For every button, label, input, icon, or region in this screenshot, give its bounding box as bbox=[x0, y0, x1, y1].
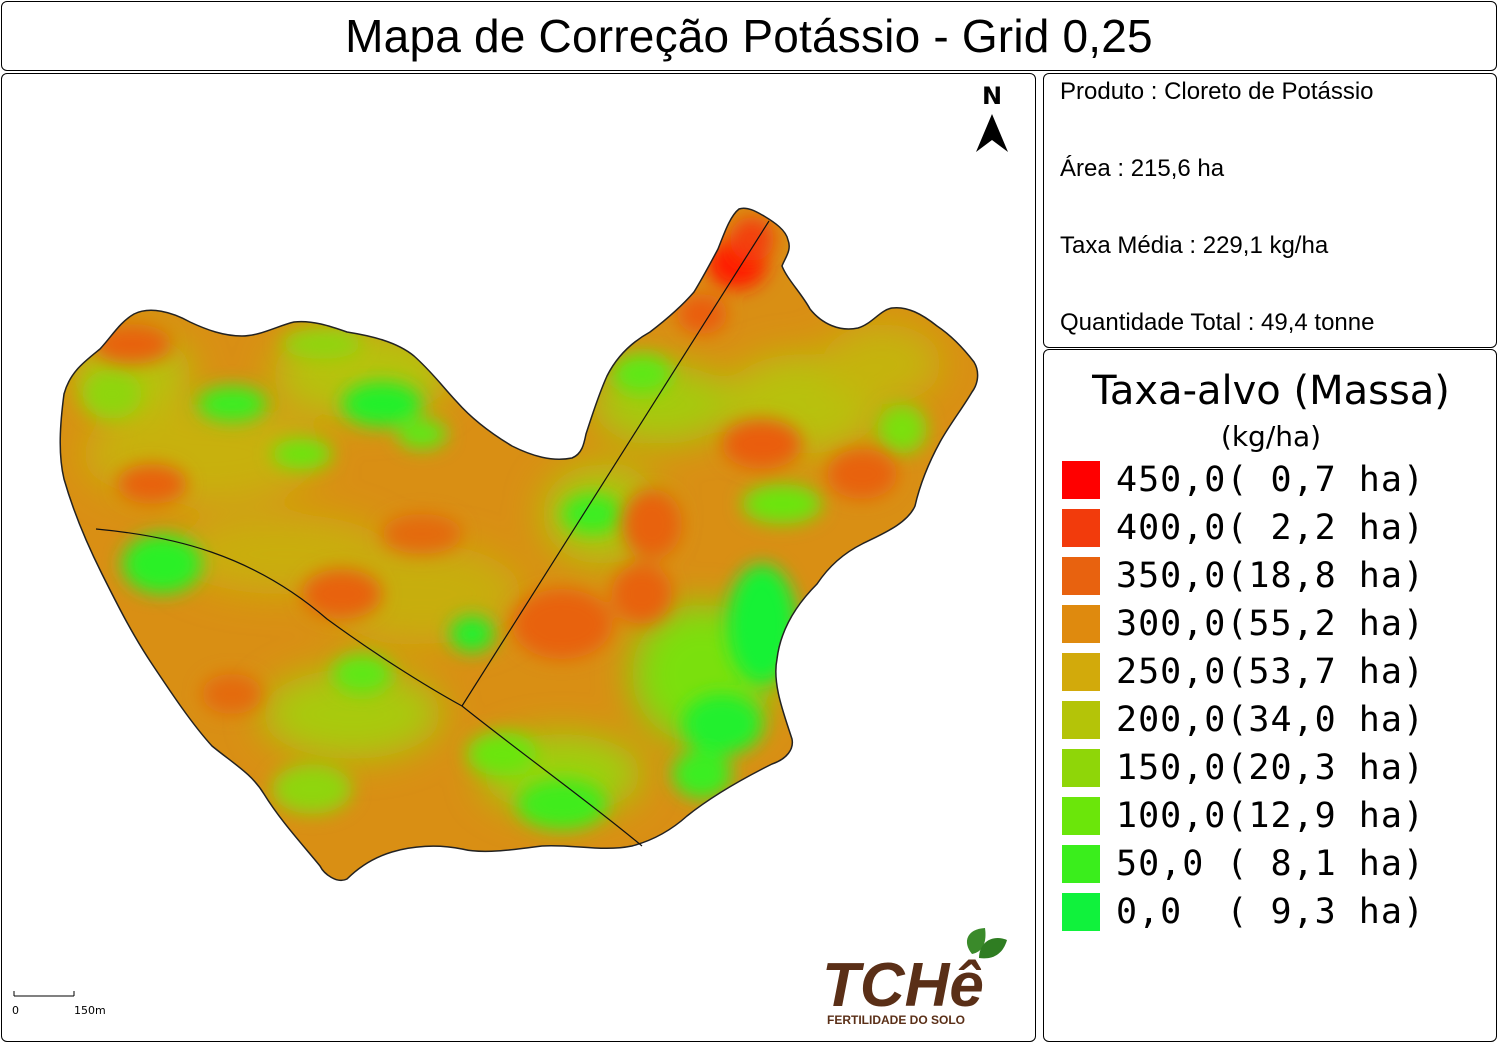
legend-item: 450,0( 0,7 ha) bbox=[1062, 460, 1425, 500]
field-boundary bbox=[59, 207, 979, 881]
legend-swatch bbox=[1062, 605, 1100, 643]
legend-label: 400,0( 2,2 ha) bbox=[1116, 508, 1426, 548]
legend-label: 350,0(18,8 ha) bbox=[1116, 556, 1426, 596]
legend-item: 250,0(53,7 ha) bbox=[1062, 652, 1425, 692]
legend-swatch bbox=[1062, 845, 1100, 883]
legend-swatch bbox=[1062, 797, 1100, 835]
legend-swatch bbox=[1062, 461, 1100, 499]
legend-label: 50,0 ( 8,1 ha) bbox=[1116, 844, 1426, 884]
map-title: Mapa de Correção Potássio - Grid 0,25 bbox=[345, 10, 1153, 62]
info-panel: Produto : Cloreto de Potássio Área : 215… bbox=[1043, 73, 1497, 348]
legend-label: 200,0(34,0 ha) bbox=[1116, 700, 1426, 740]
legend-item: 0,0 ( 9,3 ha) bbox=[1062, 892, 1425, 932]
logo-wordmark: TCHê bbox=[822, 951, 984, 1020]
info-produto: Produto : Cloreto de Potássio bbox=[1060, 78, 1374, 105]
logo-subtitle: FERTILIDADE DO SOLO bbox=[827, 1013, 965, 1027]
legend-item: 400,0( 2,2 ha) bbox=[1062, 508, 1425, 548]
info-quantidade-total: Quantidade Total : 49,4 tonne bbox=[1060, 309, 1375, 336]
legend-unit: (kg/ha) bbox=[1220, 420, 1322, 453]
legend-swatch bbox=[1062, 893, 1100, 931]
legend-item: 100,0(12,9 ha) bbox=[1062, 796, 1425, 836]
legend-swatch bbox=[1062, 749, 1100, 787]
legend-swatch bbox=[1062, 653, 1100, 691]
info-area: Área : 215,6 ha bbox=[1060, 155, 1225, 182]
legend-swatch bbox=[1062, 701, 1100, 739]
legend-item: 200,0(34,0 ha) bbox=[1062, 700, 1425, 740]
scale-start-label: 0 bbox=[12, 1004, 19, 1017]
tche-logo: TCHê FERTILIDADE DO SOLO bbox=[822, 928, 1007, 1027]
legend-panel: Taxa-alvo (Massa) (kg/ha) 450,0( 0,7 ha)… bbox=[1043, 349, 1497, 1042]
field-map bbox=[59, 207, 979, 881]
info-taxa-media: Taxa Média : 229,1 kg/ha bbox=[1060, 232, 1329, 259]
legend-label: 300,0(55,2 ha) bbox=[1116, 604, 1426, 644]
legend-item: 300,0(55,2 ha) bbox=[1062, 604, 1425, 644]
north-arrow-icon: N bbox=[976, 82, 1008, 152]
legend-swatch bbox=[1062, 509, 1100, 547]
legend-label: 100,0(12,9 ha) bbox=[1116, 796, 1426, 836]
north-label: N bbox=[982, 82, 1002, 110]
legend-swatch bbox=[1062, 557, 1100, 595]
legend-title: Taxa-alvo (Massa) bbox=[1092, 368, 1450, 414]
legend-item: 50,0 ( 8,1 ha) bbox=[1062, 844, 1425, 884]
field-division-line bbox=[461, 220, 770, 707]
legend-label: 250,0(53,7 ha) bbox=[1116, 652, 1426, 692]
map-panel: N 0 150m TCHê FERTILIDADE DO SOLO bbox=[1, 73, 1036, 1042]
scale-bar: 0 150m bbox=[12, 991, 106, 1017]
legend-label: 150,0(20,3 ha) bbox=[1116, 748, 1426, 788]
legend-item: 150,0(20,3 ha) bbox=[1062, 748, 1425, 788]
scale-end-label: 150m bbox=[74, 1004, 106, 1017]
legend-label: 450,0( 0,7 ha) bbox=[1116, 460, 1426, 500]
legend-item: 350,0(18,8 ha) bbox=[1062, 556, 1425, 596]
legend-label: 0,0 ( 9,3 ha) bbox=[1116, 892, 1426, 932]
raster-layer bbox=[60, 208, 978, 881]
field-division-line bbox=[95, 528, 643, 847]
title-panel: Mapa de Correção Potássio - Grid 0,25 bbox=[1, 1, 1497, 71]
